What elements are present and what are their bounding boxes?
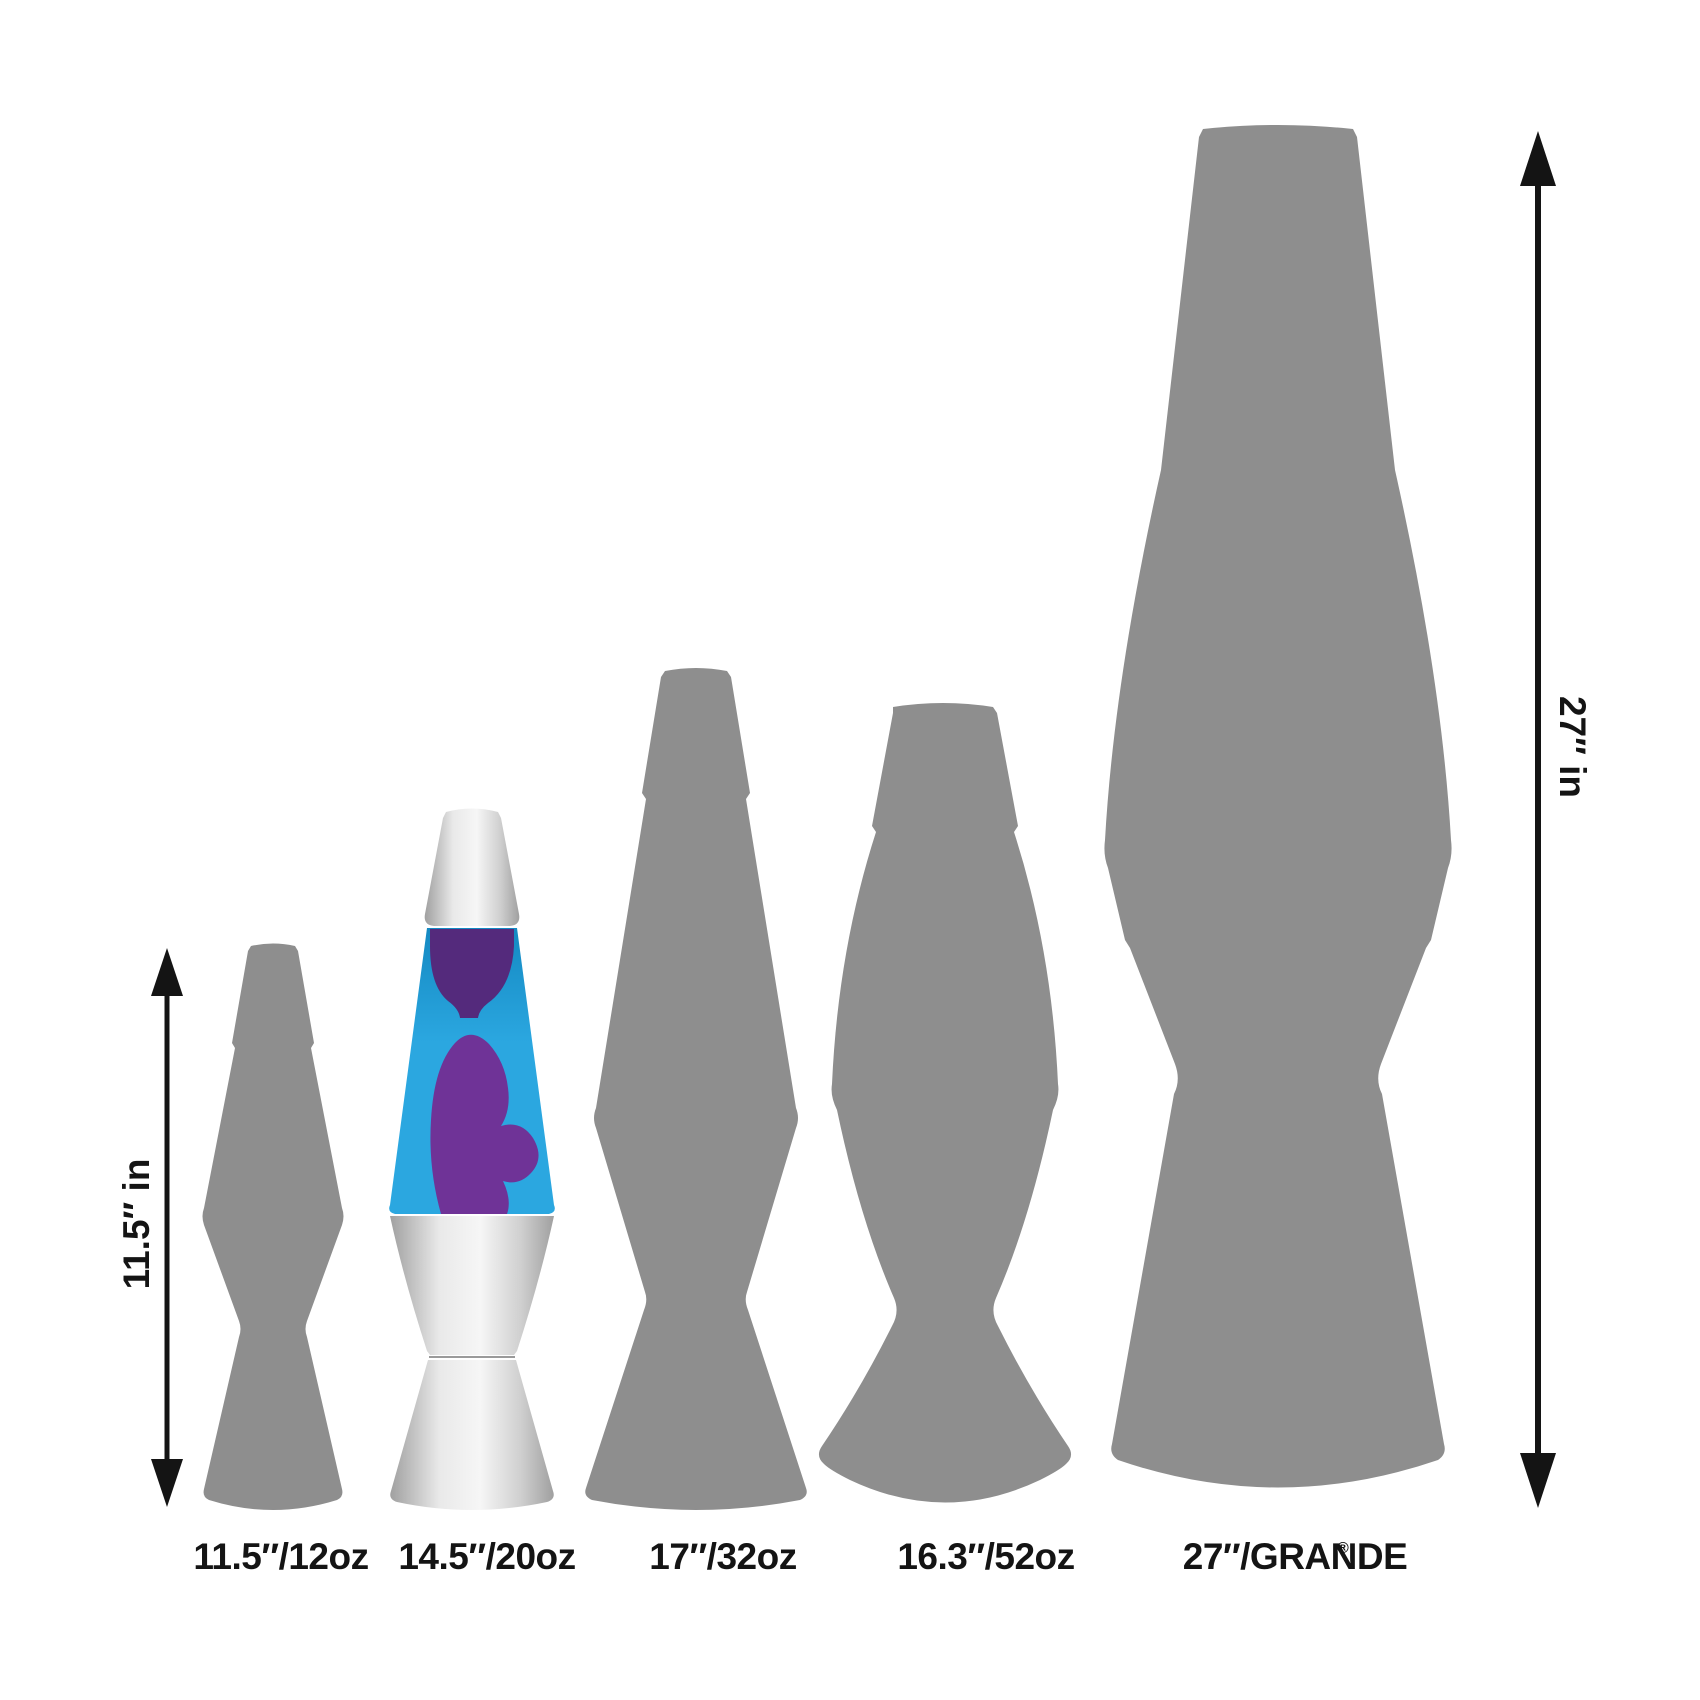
right-dimension-arrow	[1520, 131, 1556, 1508]
lamp-silhouette-16-3in	[818, 703, 1072, 1503]
right-arrowhead-up	[1520, 131, 1556, 186]
right-arrowhead-down	[1520, 1453, 1556, 1508]
product-label-16-3in: 16.3″/52oz	[897, 1536, 1075, 1577]
product-label-14-5in: 14.5″/20oz	[398, 1536, 576, 1577]
product-label-17in: 17″/32oz	[649, 1536, 797, 1577]
lamp-silhouette-11-5in	[202, 943, 344, 1510]
left-arrowhead-up	[151, 948, 183, 996]
lamp-silhouette-27in-grande	[1104, 125, 1452, 1488]
featured-lamp-cap	[424, 808, 520, 926]
featured-lamp-base-lower-cone	[390, 1360, 554, 1510]
featured-lamp-lava-big-blob	[430, 1034, 539, 1214]
left-dimension-arrow	[151, 948, 183, 1507]
featured-lamp-14-5in	[389, 808, 555, 1510]
registered-trademark-mark: ®	[1337, 1540, 1349, 1557]
product-label-27in-grande: 27″/GRANDE	[1182, 1536, 1408, 1577]
product-label-11-5in: 11.5″/12oz	[193, 1536, 369, 1577]
lamp-silhouette-17in	[585, 668, 807, 1510]
left-arrowhead-down	[151, 1459, 183, 1507]
featured-lamp-lava-top-blob	[430, 929, 514, 1018]
right-dimension-label: 27″ in	[1552, 695, 1593, 799]
featured-lamp-base-upper-cone	[390, 1216, 554, 1355]
left-dimension-label: 11.5″ in	[116, 1158, 157, 1290]
